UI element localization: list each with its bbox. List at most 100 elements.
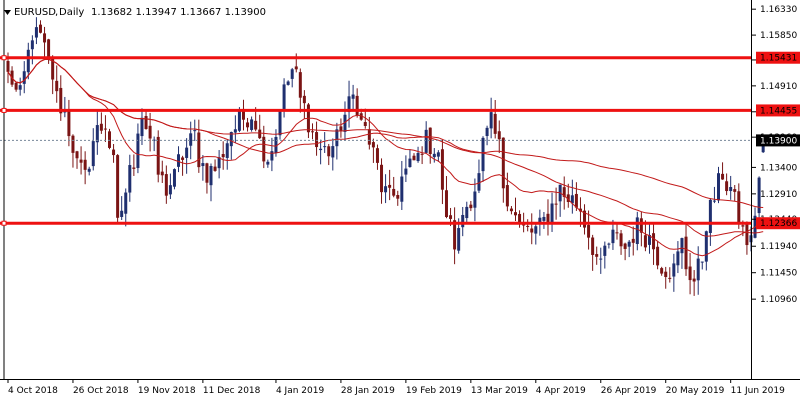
candle (266, 159, 270, 168)
candle-body (233, 129, 237, 133)
candle-body (729, 187, 733, 192)
candle-body (384, 186, 388, 193)
candle (99, 112, 103, 134)
level-anchor-handle[interactable] (1, 107, 7, 113)
candle (676, 241, 680, 274)
price-tags: 1.15431 1.14455 1.12366 1.13900 (1, 51, 800, 230)
candle-body (189, 133, 193, 146)
candle (489, 97, 493, 139)
candle-body (63, 111, 67, 113)
candle (428, 127, 432, 164)
candle (619, 229, 623, 255)
candle-body (440, 149, 444, 190)
candle (43, 26, 47, 58)
candle-body (428, 127, 432, 155)
time-tick-label: 26 Oct 2018 (73, 386, 129, 396)
current-price-tag-text: 1.13900 (760, 136, 797, 146)
candle (14, 82, 18, 92)
candle-body (229, 132, 233, 147)
candle (704, 230, 708, 271)
candle-body (290, 69, 294, 79)
level-price-tag-text: 1.15431 (760, 54, 797, 64)
candle (177, 146, 181, 173)
candle-body (181, 157, 185, 160)
candle-body (493, 113, 497, 134)
candle-body (757, 177, 761, 214)
levels-layer (0, 56, 752, 225)
candle-body (380, 164, 384, 193)
candle-body (396, 195, 400, 199)
candle (152, 136, 156, 152)
candle-body (721, 173, 725, 180)
price-tick-label: 1.16330 (760, 5, 797, 15)
candle-body (152, 139, 156, 141)
candle (213, 159, 217, 172)
candle (526, 219, 530, 232)
candle-body (570, 195, 574, 204)
candle (566, 183, 570, 208)
candle (201, 155, 205, 181)
candle (392, 176, 396, 198)
candle-body (656, 246, 660, 266)
candle-body (461, 214, 465, 228)
candle (355, 88, 359, 118)
price-tick-label: 1.15850 (760, 31, 797, 41)
level-anchor-handle[interactable] (1, 55, 7, 61)
candle (140, 108, 144, 146)
chart-menu-triangle-icon[interactable] (4, 10, 11, 15)
candle-body (274, 136, 278, 153)
candle (461, 206, 465, 237)
level-price-tag-bg (756, 51, 800, 64)
candle-body (71, 135, 75, 153)
candle-body (741, 225, 745, 227)
candle-body (30, 40, 34, 50)
candle (737, 183, 741, 229)
level-anchor-handle[interactable] (1, 220, 7, 226)
time-tick-label: 4 Oct 2018 (8, 386, 58, 396)
candle-body (177, 154, 181, 167)
candle (505, 172, 509, 212)
candle-body (278, 109, 282, 136)
candle-body (213, 166, 217, 171)
candle (233, 115, 237, 144)
candle-body (737, 191, 741, 224)
candle-body (749, 235, 753, 243)
candle-body (635, 217, 639, 245)
candle-body (22, 71, 26, 84)
candle-body (124, 192, 128, 214)
candle (55, 65, 59, 103)
time-tick-label: 4 Apr 2019 (536, 386, 586, 396)
candle (298, 68, 302, 113)
candle (323, 132, 327, 153)
level-price-tag-bg (756, 217, 800, 230)
candle (197, 119, 201, 173)
candle (367, 116, 371, 150)
candle (87, 166, 91, 176)
candle (444, 176, 448, 219)
candle-body (542, 216, 546, 221)
candle (181, 155, 185, 176)
candle (363, 108, 367, 129)
candle-body (469, 204, 473, 209)
candle (493, 99, 497, 139)
candle (412, 153, 416, 161)
candle (481, 136, 485, 182)
candle-body (538, 217, 542, 225)
candle (660, 266, 664, 276)
candle-body (530, 228, 534, 233)
candle-body (392, 188, 396, 196)
candle (477, 159, 481, 194)
price-tick-label: 1.12910 (760, 190, 797, 200)
moving-averages-layer (7, 58, 764, 257)
candle-body (591, 237, 595, 255)
candle-body (700, 261, 704, 263)
candle (241, 99, 245, 131)
candle-body (578, 208, 582, 212)
candle-body (132, 167, 136, 169)
candle-body (412, 155, 416, 161)
candle-body (209, 166, 213, 186)
candle-body (420, 153, 424, 155)
candle-body (47, 39, 51, 58)
candle-body (26, 49, 30, 73)
